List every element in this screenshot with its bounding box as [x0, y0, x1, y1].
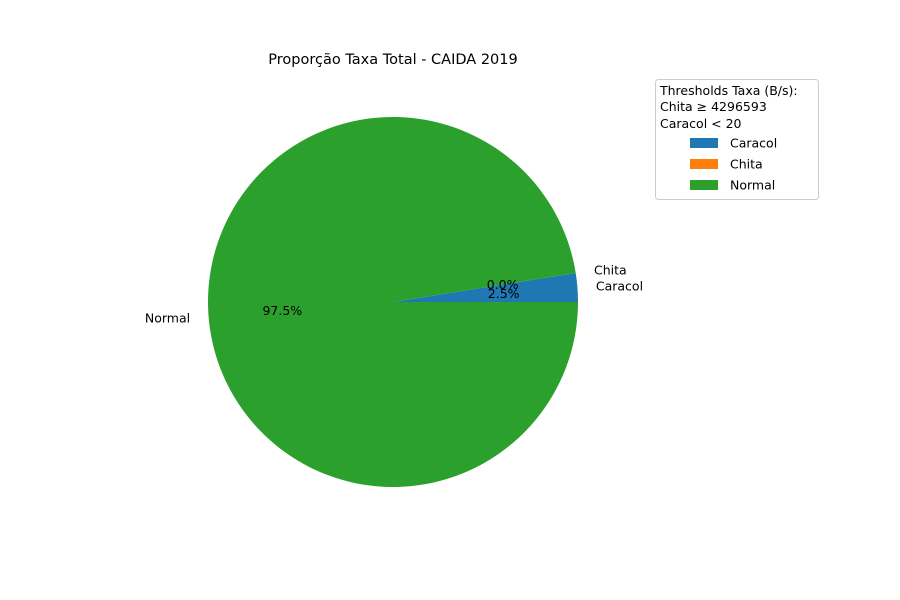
- pie-slices: [208, 116, 579, 487]
- slice-label-chita: Chita: [594, 263, 627, 278]
- slice-pct-chita: 0.0%: [487, 277, 519, 292]
- legend-label-normal: Normal: [730, 178, 775, 193]
- legend-frame: [655, 79, 819, 200]
- pie-labels: Caracol 2.5% Chita 0.0% Normal 97.5%: [145, 263, 643, 326]
- legend-label-chita: Chita: [730, 157, 763, 172]
- slice-label-caracol: Caracol: [596, 279, 643, 294]
- legend-swatch-caracol: [690, 138, 718, 148]
- legend-title-line-1: Thresholds Taxa (B/s):: [659, 83, 798, 98]
- chart-title: Proporção Taxa Total - CAIDA 2019: [268, 52, 517, 68]
- legend-swatch-normal: [690, 180, 718, 190]
- slice-caracol: [393, 273, 578, 302]
- legend-title-line-3: Caracol < 20: [660, 116, 742, 131]
- legend-label-caracol: Caracol: [730, 136, 777, 151]
- slice-pct-normal: 97.5%: [262, 303, 302, 318]
- slice-pct-caracol: 2.5%: [488, 286, 520, 301]
- legend-swatch-chita: [690, 159, 718, 169]
- slice-label-normal: Normal: [145, 310, 190, 325]
- legend: Thresholds Taxa (B/s): Chita ≥ 4296593 C…: [655, 79, 819, 200]
- legend-title-line-2: Chita ≥ 4296593: [660, 99, 767, 114]
- legend-entries: Caracol Chita Normal: [690, 136, 777, 193]
- slice-normal: [208, 116, 579, 487]
